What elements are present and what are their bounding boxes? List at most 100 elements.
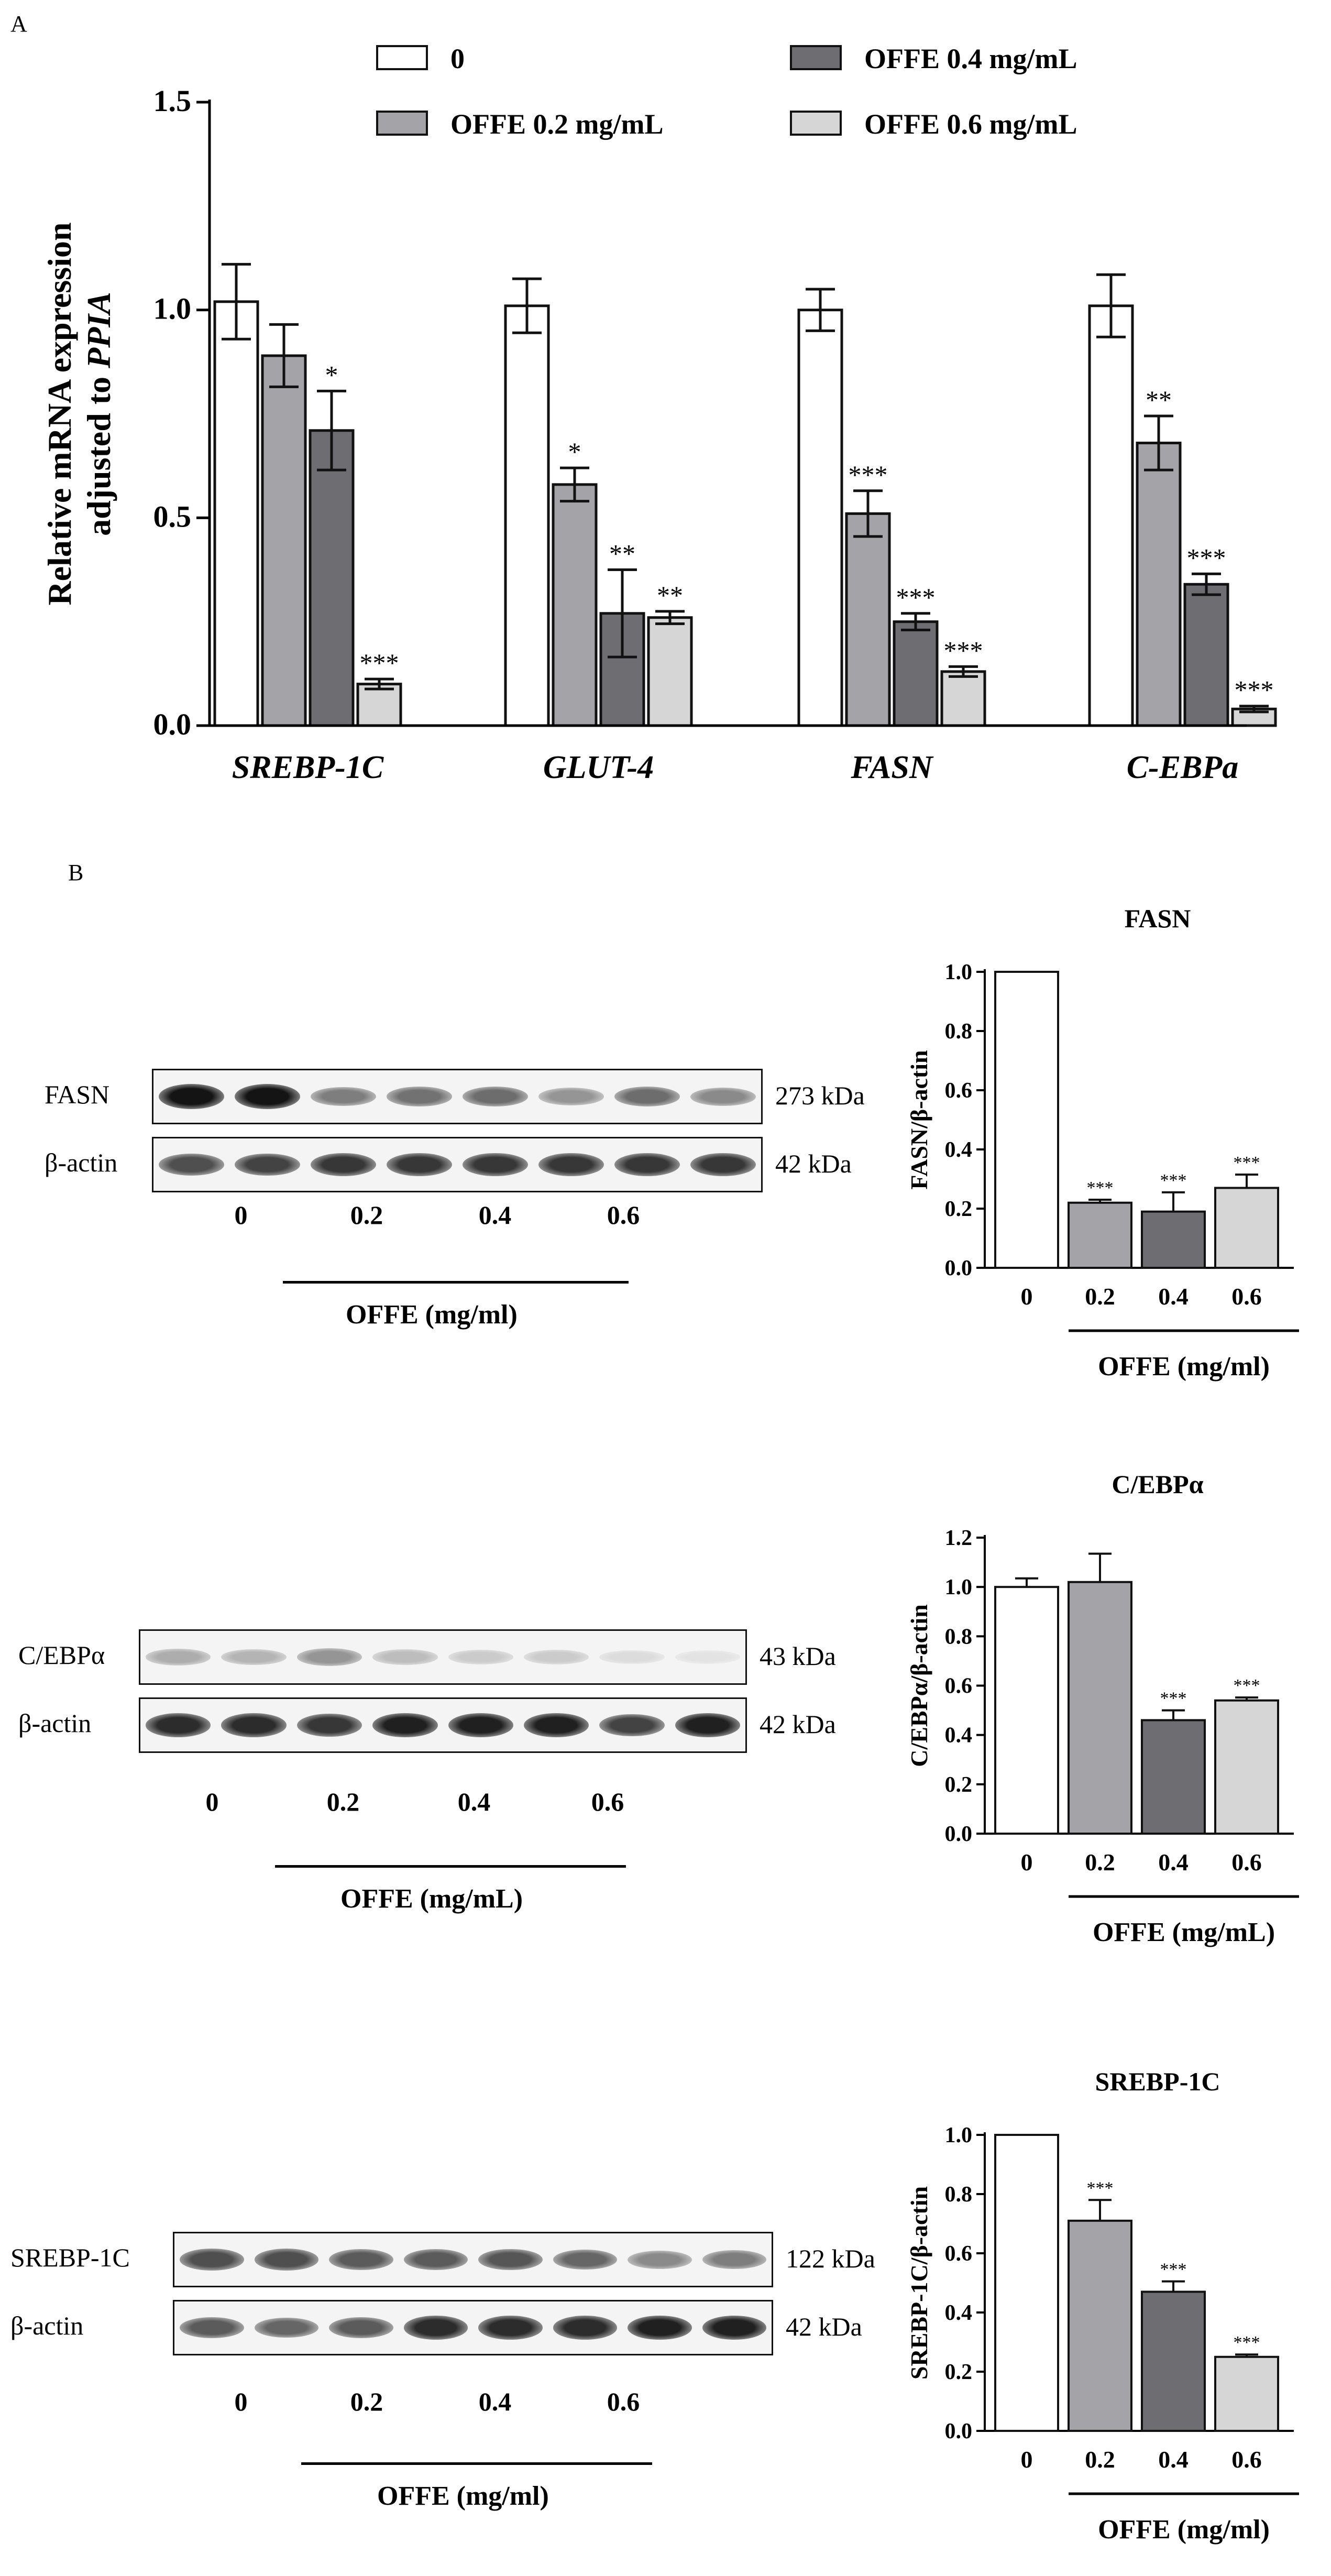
blot-protein-label: β-actin bbox=[45, 1148, 118, 1177]
blot-band bbox=[628, 2250, 692, 2269]
y-tick-label: 0.0 bbox=[945, 1822, 973, 1846]
blot-band bbox=[614, 1086, 680, 1107]
significance-label: *** bbox=[896, 583, 936, 612]
blot-band bbox=[553, 2249, 617, 2270]
blot-band bbox=[448, 1650, 513, 1664]
blot-band bbox=[254, 2317, 318, 2338]
blot-band bbox=[448, 1713, 513, 1738]
blot-band bbox=[523, 1650, 589, 1664]
bar bbox=[309, 429, 355, 727]
lane-dose-label: 0.4 bbox=[457, 1787, 491, 1816]
blot-band bbox=[180, 2249, 244, 2271]
y-tick-label: 0.4 bbox=[945, 2301, 973, 2325]
y-tick-label: 0.0 bbox=[945, 1256, 973, 1280]
blot-band bbox=[553, 2316, 617, 2340]
bar bbox=[994, 1586, 1059, 1835]
blot-kda-label: 42 kDa bbox=[760, 1709, 836, 1739]
y-tick-label: 1.0 bbox=[945, 2123, 973, 2147]
blot-band bbox=[628, 2315, 692, 2340]
x-tick-label: 0.2 bbox=[1085, 1849, 1115, 1876]
cebpa-quant-chart: C/EBPα 0.0 0.2 0.4 0.6 0.8 1.0 1.2 C/EBPα/β-acti… bbox=[906, 1470, 1299, 1947]
blot-band bbox=[387, 1153, 452, 1177]
y-tick-label: 0.2 bbox=[945, 1197, 973, 1221]
blot-band bbox=[599, 1650, 665, 1664]
blot-band bbox=[296, 1648, 362, 1666]
blot-band bbox=[221, 1649, 287, 1665]
blot-band bbox=[254, 2249, 318, 2271]
y-tick-label: 0.6 bbox=[945, 2242, 973, 2266]
significance-label: * bbox=[568, 437, 581, 466]
y-tick-label: 0.8 bbox=[945, 2183, 973, 2207]
x-tick-label: 0.2 bbox=[1085, 2446, 1115, 2473]
blot-band bbox=[538, 1088, 604, 1105]
legend-label: OFFE 0.2 mg/mL bbox=[450, 108, 663, 140]
lane-dose-label: 0 bbox=[205, 1787, 219, 1816]
blot-band bbox=[403, 2249, 468, 2271]
category-label: GLUT-4 bbox=[543, 750, 654, 785]
blot-band bbox=[329, 2317, 393, 2339]
blot-band bbox=[463, 1086, 528, 1107]
lane-dose-label: 0 bbox=[234, 1200, 248, 1230]
x-tick-label: 0 bbox=[1021, 1849, 1033, 1876]
y-tick-label: 1.0 bbox=[945, 960, 973, 984]
blot-band bbox=[159, 1084, 224, 1109]
y-tick-label: 1.0 bbox=[153, 292, 192, 326]
bar bbox=[213, 300, 259, 727]
lane-dose-label: 0.6 bbox=[607, 1200, 640, 1230]
panel-label-b: B bbox=[68, 860, 84, 885]
significance-label: *** bbox=[1087, 1178, 1114, 1198]
x-tick-label: 0.4 bbox=[1158, 2446, 1189, 2473]
significance-label: *** bbox=[1160, 1689, 1187, 1708]
blot-band bbox=[478, 2316, 543, 2340]
chart-title: SREBP-1C bbox=[1095, 2067, 1220, 2096]
x-tick-label: 0 bbox=[1021, 2446, 1033, 2473]
blot-kda-label: 42 kDa bbox=[786, 2312, 862, 2341]
blot-band bbox=[478, 2249, 543, 2271]
blot-band bbox=[690, 1087, 756, 1106]
treatment-label: OFFE (mg/ml) bbox=[346, 1300, 518, 1330]
blot-kda-label: 42 kDa bbox=[775, 1149, 852, 1178]
significance-label: *** bbox=[849, 460, 888, 489]
bar bbox=[1136, 442, 1182, 727]
x-tick-label: 0.6 bbox=[1231, 1283, 1262, 1310]
blot-strip-target bbox=[173, 2232, 773, 2287]
y-tick-label: 0.6 bbox=[945, 1674, 973, 1698]
blot-strip-loading bbox=[152, 1137, 763, 1192]
y-axis-label: SREBP-1C/β-actin bbox=[906, 2186, 932, 2380]
significance-label: ** bbox=[657, 580, 683, 610]
significance-label: *** bbox=[944, 635, 983, 665]
blot-band bbox=[387, 1087, 452, 1106]
srebp1c-quant-chart: SREBP-1C 0.0 0.2 0.4 0.6 0.8 1.0 SREBP-1C/β-act… bbox=[906, 2067, 1299, 2545]
blot-band bbox=[690, 1153, 756, 1177]
bar bbox=[1141, 1210, 1206, 1269]
bar bbox=[504, 304, 550, 727]
lane-dose-label: 0.2 bbox=[326, 1787, 360, 1816]
chart-title: C/EBPα bbox=[1112, 1470, 1203, 1499]
bar bbox=[1214, 1699, 1279, 1835]
y-axis-label: C/EBPα/β-actin bbox=[906, 1604, 932, 1767]
y-tick-label: 0.5 bbox=[153, 499, 192, 533]
blot-strip-loading bbox=[139, 1697, 747, 1753]
bar bbox=[994, 971, 1059, 1269]
y-tick-label: 1.5 bbox=[153, 84, 192, 118]
blot-band bbox=[599, 1714, 665, 1737]
blot-band bbox=[221, 1713, 287, 1737]
x-tick-label: 0.2 bbox=[1085, 1283, 1115, 1310]
blot-band bbox=[538, 1153, 604, 1177]
legend-swatch bbox=[790, 45, 842, 70]
bar bbox=[1068, 2219, 1132, 2432]
blot-band bbox=[311, 1153, 376, 1177]
y-tick-label: 0.2 bbox=[945, 1773, 973, 1797]
bar bbox=[1183, 583, 1229, 727]
y-tick-label: 1.0 bbox=[945, 1575, 973, 1599]
blot-kda-label: 122 kDa bbox=[786, 2244, 875, 2273]
y-tick-label: 0.8 bbox=[945, 1020, 973, 1044]
significance-label: ** bbox=[1146, 385, 1172, 414]
blot-band bbox=[235, 1153, 300, 1176]
blot-band bbox=[235, 1084, 300, 1109]
blot-protein-label: FASN bbox=[45, 1080, 110, 1109]
bar bbox=[1068, 1201, 1132, 1269]
category-label: SREBP-1C bbox=[232, 750, 384, 785]
x-tick-label: 0.6 bbox=[1231, 2446, 1262, 2473]
